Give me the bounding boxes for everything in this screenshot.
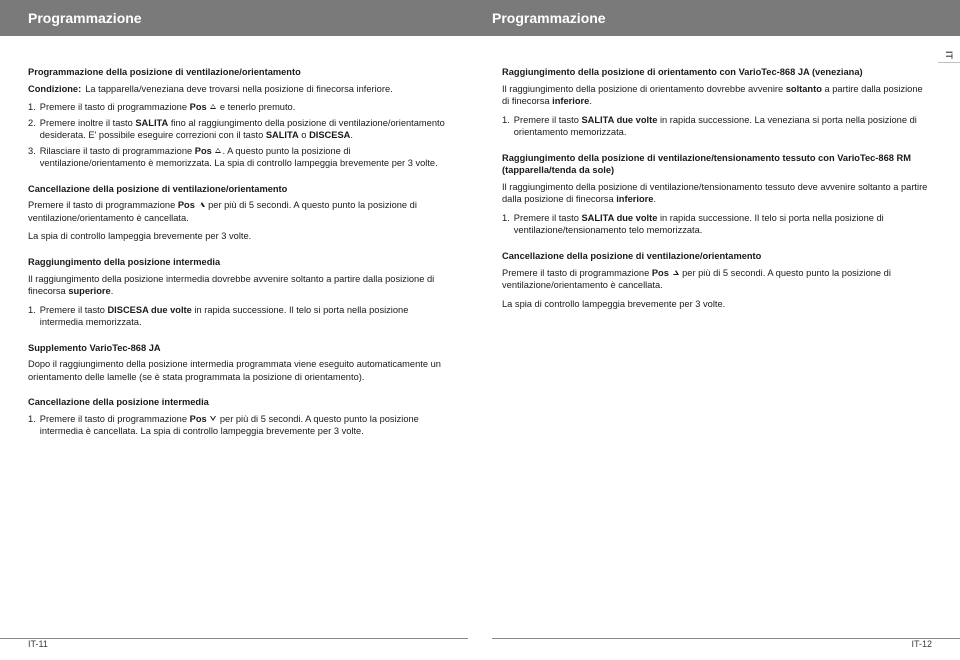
footer: IT-11 IT-12 <box>0 634 960 660</box>
step-number: 1. <box>28 101 36 114</box>
paragraph: Il raggiungimento della posizione di ven… <box>502 181 932 206</box>
condition-text: La tapparella/veneziana deve trovarsi ne… <box>85 83 393 96</box>
section-prog-vent: Programmazione della posizione di ventil… <box>28 66 446 170</box>
step-number: 1. <box>502 212 510 237</box>
step-number: 2. <box>28 117 36 142</box>
section-cancel-vent: Cancellazione della posizione di ventila… <box>28 183 446 243</box>
language-tab: IT <box>938 48 960 63</box>
step-number: 1. <box>502 114 510 139</box>
page-number-left: IT-11 <box>0 638 468 649</box>
step-2: 2. Premere inoltre il tasto SALITA fino … <box>28 117 446 142</box>
step-1: 1. Premere il tasto SALITA due volte in … <box>502 114 932 139</box>
paragraph: Dopo il raggiungimento della posizione i… <box>28 358 446 383</box>
condition-label: Condizione: <box>28 83 81 96</box>
section-title: Raggiungimento della posizione di orient… <box>502 66 932 79</box>
page-number-right: IT-12 <box>492 638 960 649</box>
content-area: Programmazione della posizione di ventil… <box>0 36 960 634</box>
section-title: Supplemento VarioTec-868 JA <box>28 342 446 355</box>
condition-line: Condizione: La tapparella/veneziana deve… <box>28 83 446 96</box>
section-title: Cancellazione della posizione intermedia <box>28 396 446 409</box>
step-text: Premere il tasto SALITA due volte in rap… <box>514 212 932 237</box>
step-1: 1. Premere il tasto di programmazione Po… <box>28 101 446 114</box>
step-3: 3. Rilasciare il tasto di programmazione… <box>28 145 446 170</box>
page: Programmazione Programmazione IT Program… <box>0 0 960 660</box>
step-1: 1. Premere il tasto DISCESA due volte in… <box>28 304 446 329</box>
paragraph: La spia di controllo lampeggia brevement… <box>28 230 446 243</box>
step-text: Premere il tasto di programmazione Pos e… <box>40 101 446 114</box>
header-title-left: Programmazione <box>0 10 480 26</box>
section-title: Raggiungimento della posizione di ventil… <box>502 152 932 177</box>
paragraph: Il raggiungimento della posizione di ori… <box>502 83 932 108</box>
section-supplement: Supplemento VarioTec-868 JA Dopo il ragg… <box>28 342 446 384</box>
section-reach-vent-rm: Raggiungimento della posizione di ventil… <box>502 152 932 237</box>
header-bar: Programmazione Programmazione <box>0 0 960 36</box>
step-text: Premere il tasto SALITA due volte in rap… <box>514 114 932 139</box>
step-number: 1. <box>28 304 36 329</box>
triangle-up-icon <box>210 104 216 109</box>
paragraph: Premere il tasto di programmazione Pos p… <box>502 267 932 292</box>
paragraph: La spia di controllo lampeggia brevement… <box>502 298 932 311</box>
section-cancel-intermediate: Cancellazione della posizione intermedia… <box>28 396 446 438</box>
section-title: Programmazione della posizione di ventil… <box>28 66 446 79</box>
right-column: Raggiungimento della posizione di orient… <box>480 66 960 634</box>
step-text: Premere il tasto DISCESA due volte in ra… <box>40 304 446 329</box>
section-cancel-vent-right: Cancellazione della posizione di ventila… <box>502 250 932 310</box>
section-reach-orient-ja: Raggiungimento della posizione di orient… <box>502 66 932 139</box>
paragraph: Premere il tasto di programmazione Pos p… <box>28 199 446 224</box>
step-text: Rilasciare il tasto di programmazione Po… <box>40 145 446 170</box>
section-title: Cancellazione della posizione di ventila… <box>28 183 446 196</box>
step-number: 1. <box>28 413 36 438</box>
triangle-up-icon <box>673 270 679 275</box>
step-1: 1. Premere il tasto SALITA due volte in … <box>502 212 932 237</box>
left-column: Programmazione della posizione di ventil… <box>0 66 480 634</box>
triangle-up-icon <box>215 148 221 153</box>
step-number: 3. <box>28 145 36 170</box>
section-reach-intermediate: Raggiungimento della posizione intermedi… <box>28 256 446 329</box>
section-title: Raggiungimento della posizione intermedi… <box>28 256 446 269</box>
header-title-right: Programmazione <box>480 10 960 26</box>
paragraph: Il raggiungimento della posizione interm… <box>28 273 446 298</box>
step-text: Premere il tasto di programmazione Pos p… <box>40 413 446 438</box>
triangle-up-icon <box>199 202 205 207</box>
step-1: 1. Premere il tasto di programmazione Po… <box>28 413 446 438</box>
step-text: Premere inoltre il tasto SALITA fino al … <box>40 117 446 142</box>
triangle-down-icon <box>210 416 216 421</box>
section-title: Cancellazione della posizione di ventila… <box>502 250 932 263</box>
